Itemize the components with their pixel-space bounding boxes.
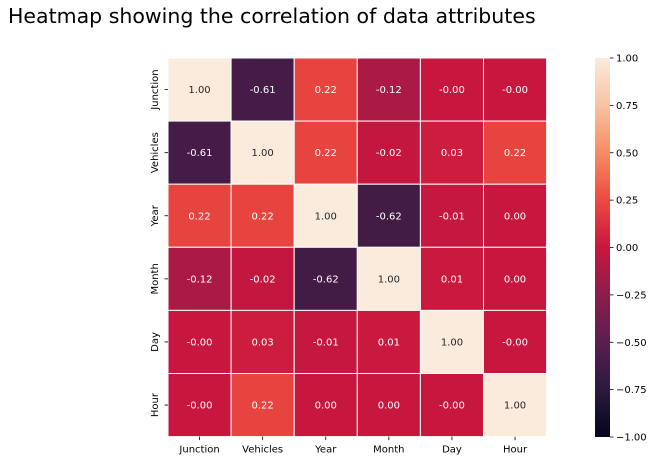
x-tick-label: Day [442,445,462,456]
heatmap-cell [230,120,295,185]
x-tick-label: Month [373,445,404,456]
cell-value-label: 1.00 [504,401,526,412]
heatmap-cell [356,120,421,185]
heatmap-cell [356,183,421,248]
cell-value-label: -0.01 [313,337,339,348]
cell-value-label: 0.22 [504,148,526,159]
x-tick-label: Vehicles [242,445,283,456]
cell-value-label: -0.00 [502,85,528,96]
y-tick-label: Junction [150,69,161,110]
y-tick-label: Hour [150,392,161,417]
cell-value-label: -0.00 [502,337,528,348]
colorbar-gradient [595,58,610,437]
cell-value-label: -0.02 [376,148,402,159]
cell-value-label: -0.00 [439,85,465,96]
cell-value-label: 0.00 [378,401,400,412]
heatmap-cell [230,57,295,122]
cell-value-label: -0.01 [439,211,465,222]
y-tick-label: Day [150,332,161,352]
cell-value-label: 1.00 [252,148,274,159]
cell-value-label: 0.03 [441,148,463,159]
cell-value-label: -0.12 [187,274,213,285]
heatmap-cell [167,57,232,122]
colorbar-tick-label: −0.75 [616,385,647,396]
cell-value-label: -0.00 [187,401,213,412]
heatmap-cell [167,309,232,374]
cell-value-label: 1.00 [441,337,463,348]
heatmap-cell [356,246,421,311]
cell-value-label: 0.03 [252,337,274,348]
y-tick-label: Vehicles [150,132,161,173]
y-tick-label: Year [150,204,161,227]
heatmap-cell [419,309,484,374]
colorbar: 1.00 0.75 0.50 0.25 0.00 −0.25 −0.50 −0.75 −1.00 [595,54,647,444]
cell-value-label: 0.00 [504,211,526,222]
heatmap-cell [419,246,484,311]
heatmap-cell [419,183,484,248]
cell-value-label: 1.00 [378,274,400,285]
heatmap-cell [293,309,358,374]
x-axis: Junction Vehicles Year Month Day Hour [178,436,528,456]
cell-value-label: 0.00 [315,401,337,412]
heatmap-cell [167,246,232,311]
heatmap-cell [293,246,358,311]
heatmap-cell [483,183,548,248]
cell-value-label: 0.22 [252,211,274,222]
colorbar-tick-label: 0.00 [616,243,638,254]
cell-value-label: -0.02 [250,274,276,285]
colorbar-tick-label: −1.00 [616,433,647,444]
cell-value-label: -0.12 [376,85,402,96]
cell-value-label: 0.22 [315,85,337,96]
cell-value-label: 0.22 [188,211,210,222]
heatmap-cell-labels: 1.00 -0.61 0.22 -0.12 -0.00 -0.00 -0.61 1.00 0.2… [187,85,528,412]
cell-value-label: -0.61 [250,85,276,96]
cell-value-label: 1.00 [315,211,337,222]
heatmap-cells [167,57,548,438]
colorbar-tick-label: −0.50 [616,338,647,349]
heatmap-cell [483,57,548,122]
x-tick-label: Junction [178,445,219,456]
heatmap-cell [483,373,548,438]
cell-value-label: 0.01 [441,274,463,285]
colorbar-tick-label: 0.25 [616,196,638,207]
heatmap-cell [356,57,421,122]
cell-value-label: -0.00 [187,337,213,348]
heatmap-cell [483,309,548,374]
colorbar-tick-label: 0.75 [616,101,638,112]
colorbar-tick-label: 1.00 [616,54,638,65]
cell-value-label: 0.22 [252,401,274,412]
heatmap-cell [230,183,295,248]
x-tick-label: Hour [503,445,528,456]
cell-value-label: -0.62 [376,211,402,222]
cell-value-label: -0.61 [187,148,213,159]
heatmap-cell [356,309,421,374]
heatmap-cell [230,246,295,311]
heatmap-cell [167,373,232,438]
cell-value-label: 1.00 [188,85,210,96]
cell-value-label: 0.00 [504,274,526,285]
heatmap-cell [293,57,358,122]
chart-title: Heatmap showing the correlation of data … [8,4,536,28]
cell-value-label: 0.01 [378,337,400,348]
y-axis: Junction Vehicles Year Month Day Hour [150,69,168,417]
cell-value-label: 0.22 [315,148,337,159]
colorbar-tick-label: −0.25 [616,290,647,301]
cell-value-label: -0.00 [439,401,465,412]
cell-value-label: -0.62 [313,274,339,285]
x-tick-label: Year [314,445,337,456]
y-tick-label: Month [150,263,161,294]
colorbar-tick-label: 0.50 [616,148,638,159]
heatmap-cell [483,120,548,185]
heatmap-cell [483,246,548,311]
